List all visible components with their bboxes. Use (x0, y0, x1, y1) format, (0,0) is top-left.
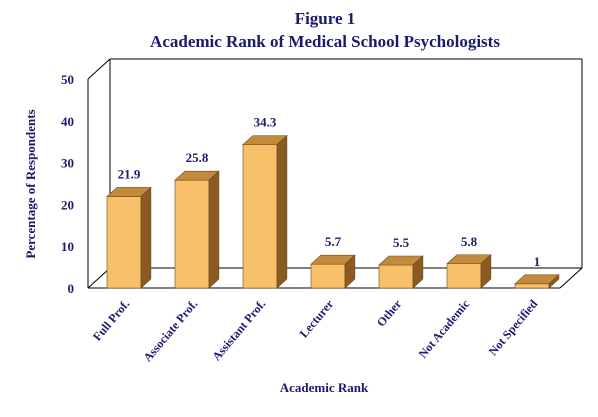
y-tick-label: 20 (61, 197, 74, 212)
x-tick-label: Not Academic (416, 296, 473, 360)
bar-side (412, 255, 424, 289)
bars (106, 134, 560, 289)
bar-front (174, 179, 210, 289)
x-axis-ticks: Full Prof. Associate Prof. Assistant Prof.… (90, 296, 540, 364)
data-label: 21.9 (118, 166, 141, 181)
bar-front (106, 196, 142, 289)
x-tick-label: Associate Prof. (140, 297, 200, 365)
y-tick-label: 50 (61, 72, 74, 87)
bar-side (140, 186, 152, 289)
y-tick-label: 0 (68, 281, 75, 296)
bar-side (548, 274, 560, 289)
bar-side (344, 254, 356, 289)
x-tick-label: Not Specified (486, 297, 541, 359)
bar-front (242, 144, 278, 289)
x-tick-label: Lecturer (297, 296, 337, 340)
bar (106, 186, 152, 289)
floor-left-edge (87, 267, 111, 289)
plot-frame (87, 58, 583, 289)
x-tick-label: Full Prof. (90, 297, 132, 344)
bar-front (310, 263, 346, 289)
y-tick-label: 30 (61, 156, 74, 171)
bar-front (514, 283, 550, 289)
data-label: 25.8 (186, 150, 209, 165)
bar (174, 170, 220, 289)
bar (514, 274, 560, 289)
data-label: 34.3 (254, 115, 277, 130)
y-axis-ticks: 0 10 20 30 40 50 (61, 72, 74, 296)
bar (446, 254, 492, 289)
floor-right-edge (559, 267, 583, 289)
bar-side (480, 254, 492, 289)
y-tick-label: 10 (61, 239, 74, 254)
x-tick-label: Other (374, 296, 405, 329)
bar (378, 255, 424, 289)
x-axis-label: Academic Rank (280, 380, 369, 395)
bar (310, 254, 356, 289)
bar-front (446, 263, 482, 289)
data-label: 5.5 (393, 235, 410, 250)
chart-subtitle: Academic Rank of Medical School Psycholo… (150, 32, 500, 51)
bar-front (378, 264, 414, 289)
data-labels: 21.9 25.8 34.3 5.7 5.5 5.8 1 (118, 115, 541, 269)
data-label: 1 (534, 254, 541, 269)
bar-side (208, 170, 220, 289)
x-tick-label: Assistant Prof. (209, 297, 268, 364)
data-label: 5.8 (461, 234, 478, 249)
chart-title: Figure 1 (295, 9, 356, 28)
bar (242, 134, 288, 289)
y-tick-label: 40 (61, 114, 74, 129)
frame-left-top (87, 58, 111, 80)
bar-side (276, 134, 288, 289)
data-label: 5.7 (325, 234, 342, 249)
y-axis-label: Percentage of Respondents (23, 109, 38, 258)
